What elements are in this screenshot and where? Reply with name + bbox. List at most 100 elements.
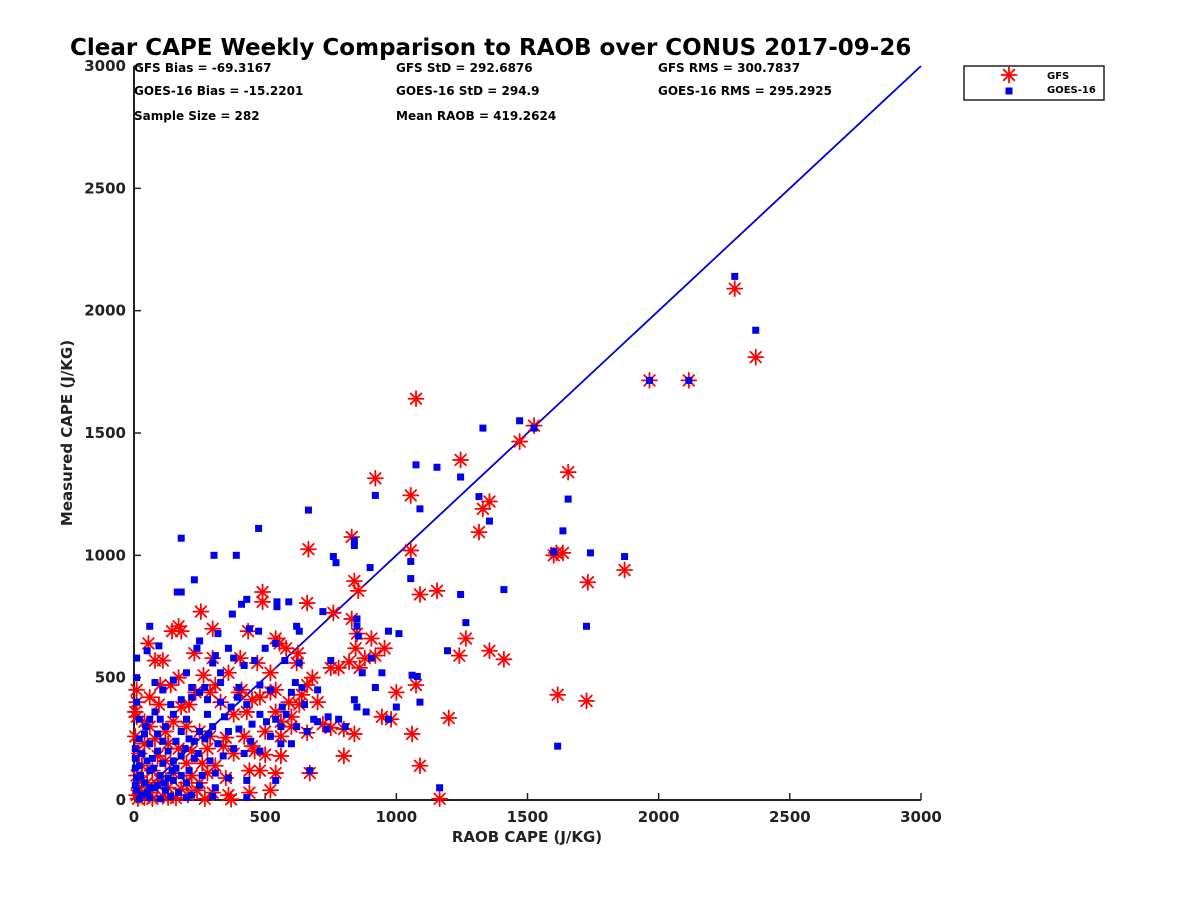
goes-16-point [230,745,238,753]
goes-16-point [182,669,190,677]
goes-16-point [135,762,143,770]
plot-area: 0 500 1000 1500 2000 2500 3000 0 500 1000 1500 200… [84,57,942,826]
chart-title: Clear CAPE Weekly Comparison to RAOB ove… [70,35,911,61]
goes-16-point [196,727,204,735]
y-tick-label: 3000 [84,57,126,75]
goes-16-point [500,586,508,594]
goes-16-point [232,551,240,559]
goes-16-point [146,794,154,802]
goes-16-point [210,551,218,559]
goes-16-point [211,784,219,792]
gfs-point [387,683,405,701]
stat-gfs-std: GFS StD = 292.6876 [396,61,533,75]
goes-16-point [156,795,164,803]
goes-16-point [384,627,392,635]
goes-16-point [278,703,286,711]
goes-16-point [217,679,225,687]
legend: GFS GOES-16 [963,65,1105,101]
goes-16-point [752,326,760,334]
gfs-point [199,740,216,758]
gfs-point [345,725,363,743]
gfs-point [277,639,295,657]
goes-16-point [395,630,403,638]
y-tick-label: 1500 [84,424,126,442]
goes-16-point [371,491,379,499]
goes-16-point [433,463,441,471]
goes-16-point [156,715,164,723]
goes-16-point [131,764,139,772]
goes-16-point [554,742,562,750]
x-tick-label: 1500 [507,808,549,826]
goes-16-point [135,795,143,803]
goes-16-point [564,495,572,503]
goes-16-point [168,767,176,775]
gfs-point [300,540,317,558]
gfs-point [262,664,279,682]
goes-16-point [293,723,301,731]
goes-16-point [161,723,169,731]
goes-16-point [256,681,264,689]
goes-16-point [133,698,141,706]
goes-16-point [164,747,172,755]
goes-16-point [143,757,151,765]
goes-16-point [140,779,148,787]
goes-16-point [273,598,281,606]
goes-16-point [586,549,594,557]
gfs-point [220,786,237,804]
goes-16-point [201,683,209,691]
goes-16-point [238,600,246,608]
goes-16-point [217,669,225,677]
goes-16-point [182,779,190,787]
goes-16-point [298,683,306,691]
goes-16-point [306,767,314,775]
goes-16-point [323,725,331,733]
goes-16-point [221,713,229,721]
goes-16-point [155,642,163,650]
x-tick-label: 1000 [375,808,417,826]
goes-16-point [131,754,139,762]
gfs-point [150,696,168,713]
gfs-point [256,723,274,740]
goes-16-point [146,740,154,748]
gfs-point [172,622,190,640]
goes-16-point [235,725,243,733]
goes-16-point [287,740,295,748]
goes-16-point [148,754,156,762]
goes-16-point [645,376,653,384]
goes-16-point [177,752,185,760]
gfs-point [470,523,488,541]
gfs-point [164,713,182,731]
goes-16-point [228,610,236,618]
x-tick-label: 2000 [638,808,680,826]
gfs-point [241,762,258,780]
goes-16-point [319,608,327,616]
goes-16-point [248,720,256,728]
y-tick-label: 0 [116,791,126,809]
x-tick-label: 500 [250,808,281,826]
legend-gfs-asterisk [1000,66,1018,84]
goes-16-point [177,772,185,780]
gfs-point [578,692,595,710]
goes-16-point [301,701,309,709]
goes-16-point [160,779,168,787]
legend-goes-label: GOES-16 [1047,85,1096,96]
reference-line [133,65,922,801]
goes-16-point [211,652,219,660]
goes-16-point [146,715,154,723]
gfs-point [545,546,563,564]
goes-16-point [205,730,213,738]
gfs-point [262,781,279,799]
gfs-point [431,790,449,808]
goes-16-point [443,647,451,655]
goes-16-point [209,792,217,800]
goes-16-point [329,553,337,561]
gfs-point [363,630,380,647]
goes-16-point [407,575,415,583]
goes-16-point [159,759,167,767]
gfs-series [126,280,765,808]
goes-16-point [194,750,202,758]
goes-16-point [169,757,177,765]
goes-16-point [350,542,358,550]
goes-16-point [140,730,148,738]
gfs-point [192,603,210,621]
